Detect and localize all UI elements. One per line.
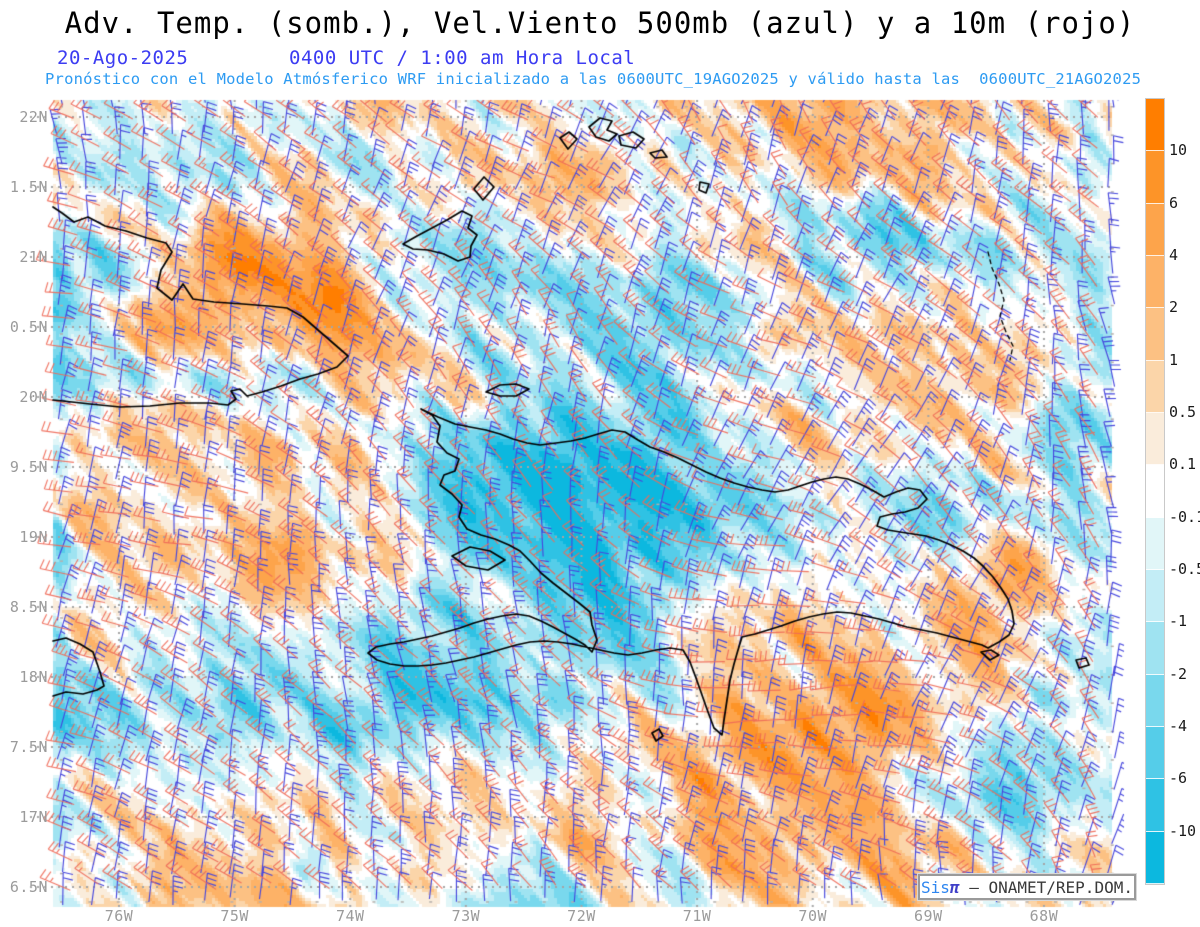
colorbar-segment <box>1146 308 1164 361</box>
lon-label: 70W <box>798 907 828 925</box>
lon-label: 76W <box>104 907 134 925</box>
colorbar-tick-label: -2 <box>1169 664 1188 683</box>
colorbar-segment <box>1146 255 1164 309</box>
colorbar-segment <box>1146 622 1164 675</box>
forecast-line: Pronóstico con el Modelo Atmósferico WRF… <box>45 70 1142 88</box>
colorbar-tick-label: 1 <box>1169 350 1179 369</box>
lat-label: 17N <box>19 808 48 826</box>
lat-label: 20N <box>19 388 48 406</box>
colorbar-tick-label: 0.5 <box>1169 403 1197 421</box>
colorbar-segment <box>1146 360 1164 413</box>
colorbar-tick-label: -10 <box>1169 821 1197 840</box>
lon-label: 75W <box>220 907 249 925</box>
watermark-brand-sis: Sis <box>921 877 950 897</box>
lat-label: 7.5N <box>9 738 48 756</box>
watermark-org: – ONAMET/REP.DOM. <box>959 877 1133 897</box>
colorbar-segment <box>1146 831 1164 884</box>
colorbar-segment <box>1146 517 1164 570</box>
run-time: 0400 UTC / 1:00 am Hora Local <box>289 47 636 69</box>
colorbar <box>1145 98 1165 885</box>
colorbar-segment <box>1146 412 1164 466</box>
lat-label: 19N <box>19 528 48 546</box>
lat-label: 18N <box>19 668 48 686</box>
colorbar-segment <box>1146 569 1164 623</box>
lat-label: 8.5N <box>9 598 48 616</box>
colorbar-tick-label: -1 <box>1169 612 1188 631</box>
lat-label: 6.5N <box>9 878 48 896</box>
colorbar-tick-label: -0.1 <box>1169 507 1200 526</box>
colorbar-segment <box>1146 99 1164 152</box>
colorbar-segment <box>1146 465 1164 518</box>
lat-label: 22N <box>19 108 48 126</box>
lon-label: 73W <box>451 907 481 925</box>
watermark-brand-pi: π <box>949 877 960 897</box>
lat-label: 9.5N <box>9 458 48 476</box>
colorbar-tick-label: -4 <box>1169 717 1188 735</box>
colorbar-tick-label: -0.5 <box>1169 560 1200 578</box>
run-date: 20-Ago-2025 <box>57 47 189 69</box>
lon-label: 74W <box>335 907 365 925</box>
lat-label: 21N <box>19 248 48 266</box>
lon-label: 68W <box>1029 907 1059 925</box>
watermark: Sis π – ONAMET/REP.DOM. <box>918 874 1136 900</box>
colorbar-tick-label: 2 <box>1169 298 1179 317</box>
colorbar-tick-label: 0.1 <box>1169 455 1197 474</box>
colorbar-segment <box>1146 203 1164 256</box>
colorbar-segment <box>1146 151 1164 204</box>
colorbar-segment <box>1146 726 1164 780</box>
lat-label: 1.5N <box>9 178 48 196</box>
colorbar-tick-label: 6 <box>1169 193 1179 212</box>
lon-label: 71W <box>682 907 712 925</box>
lat-label: 0.5N <box>9 318 48 336</box>
colorbar-tick-label: 4 <box>1169 246 1179 264</box>
page-title: Adv. Temp. (somb.), Vel.Viento 500mb (az… <box>64 6 1136 40</box>
colorbar-segment <box>1146 779 1164 832</box>
colorbar-segment <box>1146 674 1164 727</box>
lon-label: 69W <box>914 907 943 925</box>
colorbar-tick-label: -6 <box>1169 769 1188 788</box>
lon-label: 72W <box>567 907 596 925</box>
colorbar-tick-label: 10 <box>1169 141 1188 160</box>
